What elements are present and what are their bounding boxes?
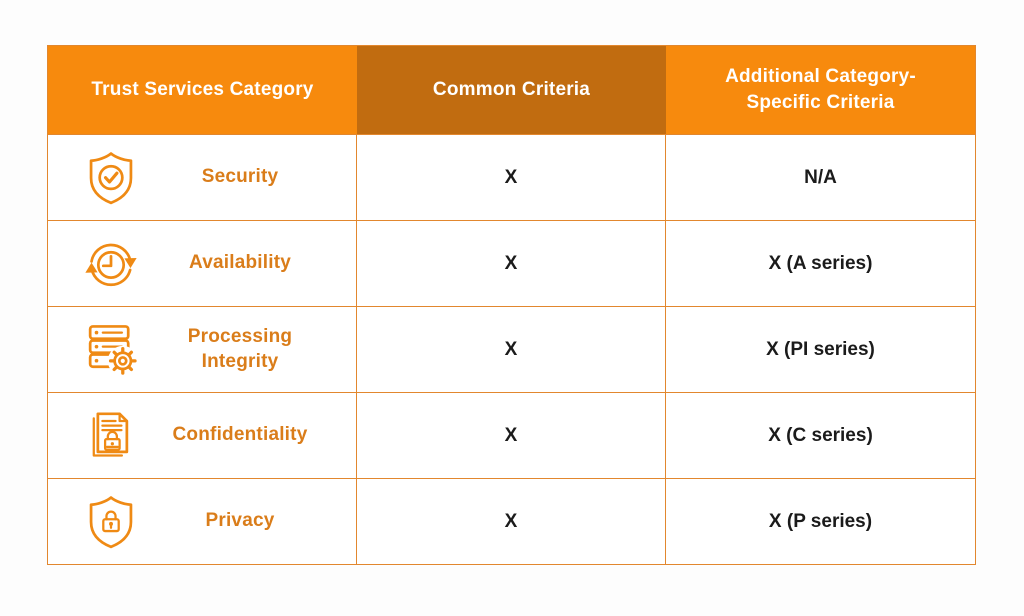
- criteria-value: X (P series): [768, 510, 873, 532]
- criteria-value: X (PI series): [766, 338, 875, 360]
- additional-criteria-cell-availability: X (A series): [666, 220, 975, 306]
- criteria-value: X: [504, 338, 518, 360]
- header-trust-services-category: Trust Services Category: [48, 46, 357, 134]
- common-criteria-cell-privacy: X: [357, 478, 666, 564]
- additional-criteria-cell-processing-integrity: X (PI series): [666, 306, 975, 392]
- criteria-value: X (A series): [768, 252, 873, 274]
- criteria-value: X: [504, 166, 518, 188]
- shield-check-icon: [82, 146, 140, 210]
- clock-sync-icon: [82, 232, 140, 296]
- document-lock-icon: [82, 404, 140, 468]
- header-label: Additional Category-Specific Criteria: [725, 66, 916, 113]
- category-cell-confidentiality: Confidentiality: [48, 392, 357, 478]
- common-criteria-cell-processing-integrity: X: [357, 306, 666, 392]
- additional-criteria-cell-confidentiality: X (C series): [666, 392, 975, 478]
- common-criteria-cell-confidentiality: X: [357, 392, 666, 478]
- common-criteria-cell-availability: X: [357, 220, 666, 306]
- criteria-value: X: [504, 510, 518, 532]
- header-label: Trust Services Category: [91, 79, 314, 101]
- criteria-value: X: [504, 252, 518, 274]
- criteria-value: X: [504, 424, 518, 446]
- category-label: Processing Integrity: [187, 325, 293, 372]
- additional-criteria-cell-security: N/A: [666, 134, 975, 220]
- shield-lock-icon: [82, 490, 140, 554]
- criteria-value: N/A: [804, 166, 837, 188]
- header-common-criteria: Common Criteria: [357, 46, 666, 134]
- category-label: Availability: [188, 252, 291, 274]
- category-cell-privacy: Privacy: [48, 478, 357, 564]
- category-label: Confidentiality: [172, 424, 308, 446]
- header-additional-criteria: Additional Category-Specific Criteria: [666, 46, 975, 134]
- criteria-value: X (C series): [768, 424, 873, 446]
- header-label: Common Criteria: [432, 79, 591, 101]
- server-gear-icon: [82, 318, 140, 382]
- category-cell-security: Security: [48, 134, 357, 220]
- common-criteria-cell-security: X: [357, 134, 666, 220]
- trust-services-criteria-table: Trust Services Category Common Criteria …: [47, 45, 976, 565]
- category-label: Security: [201, 166, 279, 188]
- category-cell-availability: Availability: [48, 220, 357, 306]
- additional-criteria-cell-privacy: X (P series): [666, 478, 975, 564]
- category-cell-processing-integrity: Processing Integrity: [48, 306, 357, 392]
- category-label: Privacy: [205, 510, 275, 532]
